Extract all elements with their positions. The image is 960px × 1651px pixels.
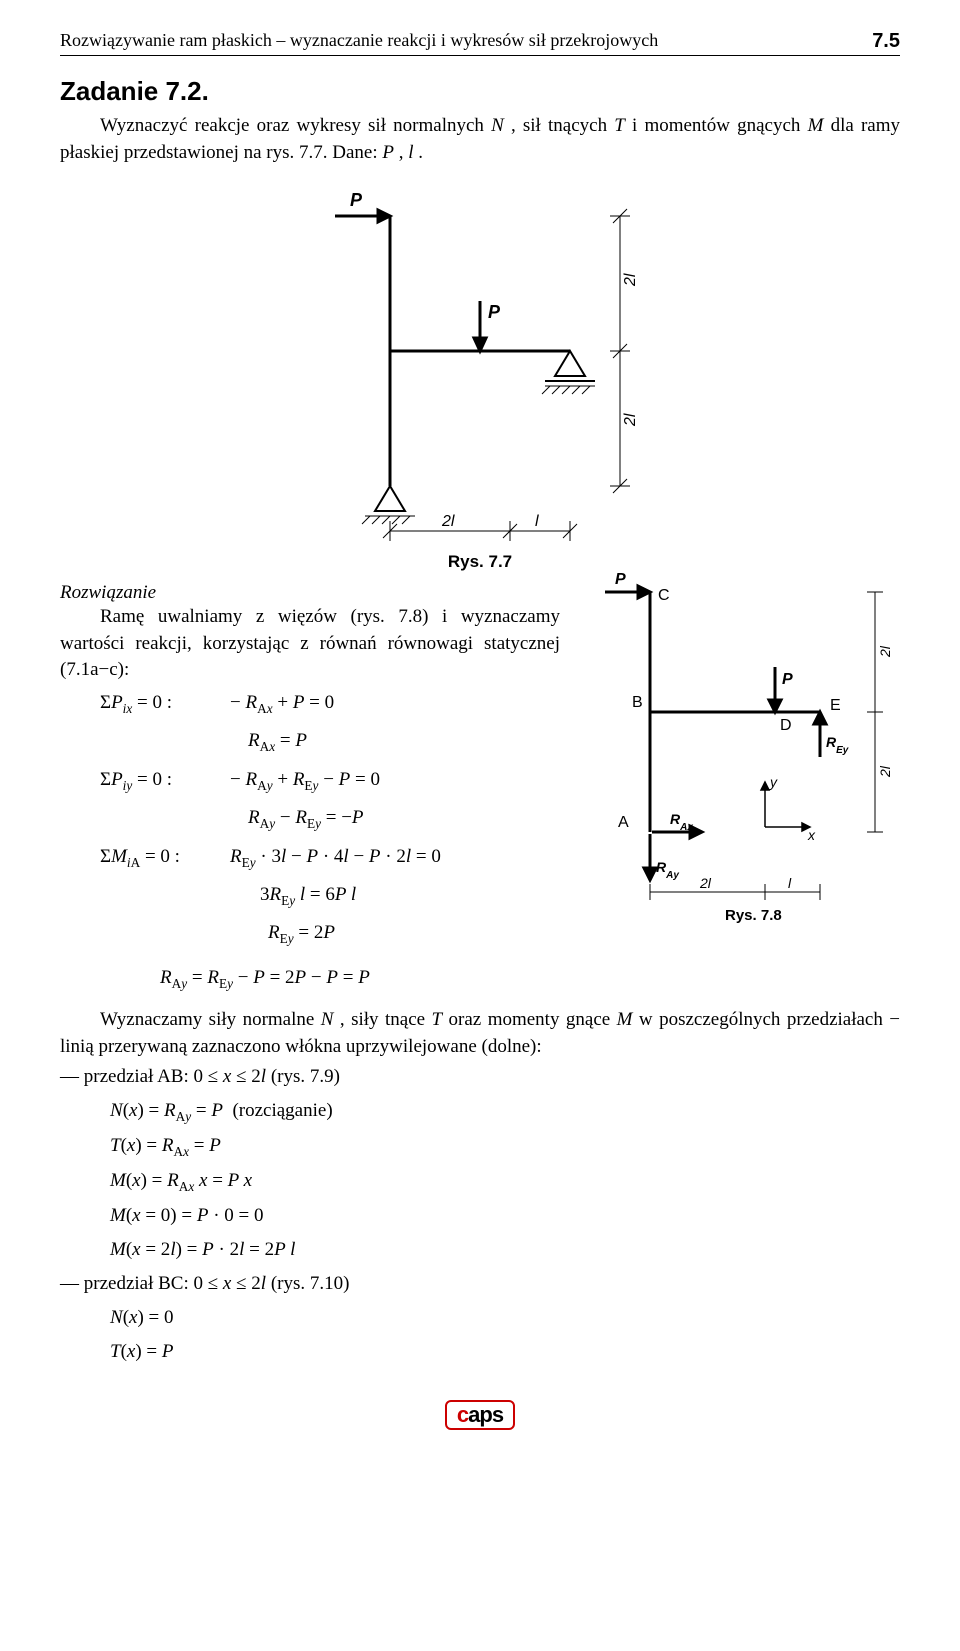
fig78-REy: REy xyxy=(826,734,849,756)
logo-c: c xyxy=(457,1402,468,1427)
logo-a: a xyxy=(468,1402,479,1427)
equations-block: ΣPix = 0 : − RAx + P = 0 RAx = P ΣPiy = … xyxy=(100,684,560,997)
fig77-dim-2l-b: 2l xyxy=(622,413,639,427)
footer-logo: caps xyxy=(60,1400,900,1430)
fig78-RAx: RAx xyxy=(670,811,693,833)
fig78-dim-2l-a: 2l xyxy=(877,645,893,658)
fig78-x: x xyxy=(807,827,816,843)
fig78-P-top: P xyxy=(615,572,626,588)
interval-BC: — przedział BC: 0 ≤ x ≤ 2l (rys. 7.10) N… xyxy=(60,1267,900,1370)
page-number: 7.5 xyxy=(872,30,900,53)
figure-7-8: P C B D E A P REy xyxy=(580,572,900,932)
fig78-RAy: RAy xyxy=(656,859,679,881)
fig77-P-top: P xyxy=(350,190,363,210)
header-title: Rozwiązywanie ram płaskich – wyznaczanie… xyxy=(60,30,658,53)
fig78-y: y xyxy=(769,774,778,790)
fig78-A: A xyxy=(618,814,629,831)
fig78-C: C xyxy=(658,587,670,604)
exercise-prompt: Wyznaczyć reakcje oraz wykresy sił norma… xyxy=(60,113,900,166)
fig78-E: E xyxy=(830,697,841,714)
fig78-dim-2l-c: 2l xyxy=(699,875,712,891)
fig78-caption: Rys. 7.8 xyxy=(725,907,782,924)
fig78-D: D xyxy=(780,717,792,734)
fig77-P-mid: P xyxy=(488,302,501,322)
logo-ps: ps xyxy=(479,1402,503,1427)
fig77-dim-l: l xyxy=(535,513,539,530)
fig77-dim-2l-a: 2l xyxy=(622,273,639,287)
fig78-P-right: P xyxy=(782,671,793,688)
solution-intro: Ramę uwalniamy z więzów (rys. 7.8) i wyz… xyxy=(60,604,560,684)
fig77-dim-2l-c: 2l xyxy=(441,513,455,530)
fig78-dim-l: l xyxy=(788,875,792,891)
fig78-dim-2l-b: 2l xyxy=(877,765,893,778)
interval-AB: — przedział AB: 0 ≤ x ≤ 2l (rys. 7.9) N(… xyxy=(60,1060,900,1267)
exercise-heading: Zadanie 7.2. xyxy=(60,76,900,107)
page-header: Rozwiązywanie ram płaskich – wyznaczanie… xyxy=(60,30,900,56)
figure-7-7: P P 2l 2l 2l l xyxy=(270,186,690,546)
fig77-caption: Rys. 7.7 xyxy=(60,552,900,572)
solution-label: Rozwiązanie xyxy=(60,582,560,604)
fig78-B: B xyxy=(632,694,643,711)
post-para: Wyznaczamy siły normalne N , siły tnące … xyxy=(60,1007,900,1060)
